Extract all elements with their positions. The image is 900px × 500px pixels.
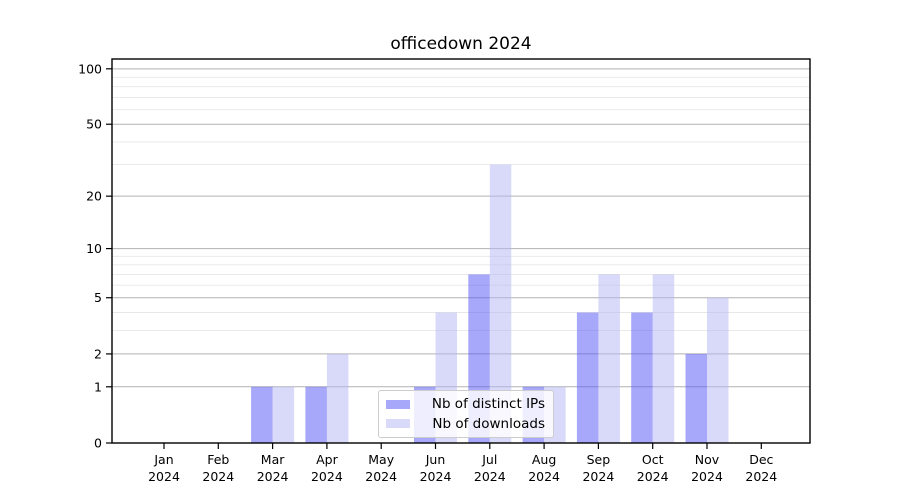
bar-nb-of-distinct-ips-mar [251, 386, 273, 443]
legend-item-distinct-ips: Nb of distinct IPs [386, 396, 545, 412]
bar-nb-of-downloads-oct [652, 274, 675, 443]
x-tick-label-year: 2024 [365, 469, 397, 484]
x-tick-label-month: Jan [153, 452, 173, 467]
y-tick-label: 10 [86, 241, 102, 256]
x-tick-label-year: 2024 [311, 469, 343, 484]
y-tick-label: 20 [86, 189, 102, 204]
x-tick-label-year: 2024 [202, 469, 234, 484]
plot-border [111, 58, 811, 444]
y-tick-label: 0 [94, 436, 102, 451]
x-tick-label-month: Dec [749, 452, 773, 467]
legend-swatch-distinct-ips [386, 399, 410, 409]
bar-nb-of-distinct-ips-nov [685, 353, 707, 443]
x-tick-label-year: 2024 [474, 469, 506, 484]
bar-nb-of-downloads-apr [326, 353, 349, 443]
y-tick-label: 5 [94, 290, 102, 305]
y-tick-label: 1 [94, 379, 102, 394]
legend: Nb of distinct IPs Nb of downloads [378, 390, 554, 438]
x-tick-label-year: 2024 [528, 469, 560, 484]
chart-title: officedown 2024 [390, 34, 532, 54]
y-tick-label: 50 [86, 117, 102, 132]
bar-nb-of-distinct-ips-sep [576, 312, 599, 443]
x-tick-label-year: 2024 [637, 469, 669, 484]
x-tick-label-year: 2024 [582, 469, 614, 484]
x-tick-label-year: 2024 [257, 469, 289, 484]
x-tick-label-month: Jul [481, 452, 497, 467]
x-tick-label-year: 2024 [745, 469, 777, 484]
x-tick-label-month: Jun [425, 452, 446, 467]
bar-nb-of-distinct-ips-apr [305, 386, 327, 443]
legend-label-distinct-ips: Nb of distinct IPs [431, 396, 545, 413]
x-tick-label-month: Apr [316, 452, 338, 467]
bar-nb-of-downloads-nov [707, 297, 729, 443]
x-tick-label-year: 2024 [691, 469, 723, 484]
bar-nb-of-downloads-jul [489, 164, 512, 444]
x-tick-label-year: 2024 [420, 469, 452, 484]
x-tick-label-month: Aug [532, 452, 556, 467]
x-tick-label-month: Nov [695, 452, 720, 467]
bar-nb-of-downloads-sep [598, 274, 620, 443]
x-tick-label-month: May [368, 452, 394, 467]
bar-nb-of-distinct-ips-oct [631, 312, 653, 443]
y-tick-label: 2 [94, 346, 102, 361]
y-tick-label: 100 [78, 61, 102, 76]
x-tick-label-month: Sep [587, 452, 611, 467]
x-tick-label-month: Feb [207, 452, 229, 467]
legend-item-downloads: Nb of downloads [386, 416, 545, 432]
x-tick-label-year: 2024 [148, 469, 180, 484]
legend-swatch-downloads [386, 419, 410, 429]
x-tick-label-month: Mar [261, 452, 285, 467]
bar-nb-of-downloads-mar [272, 386, 295, 443]
x-tick-label-month: Oct [642, 452, 664, 467]
legend-label-downloads: Nb of downloads [432, 415, 545, 432]
